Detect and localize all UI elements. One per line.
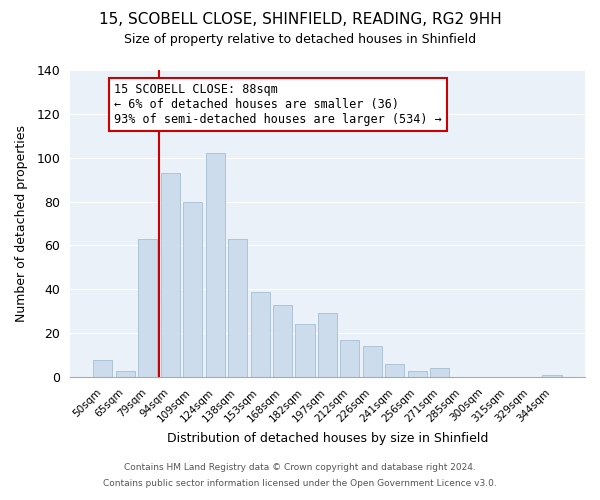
Bar xyxy=(273,304,292,377)
Bar xyxy=(430,368,449,377)
Text: 15, SCOBELL CLOSE, SHINFIELD, READING, RG2 9HH: 15, SCOBELL CLOSE, SHINFIELD, READING, R… xyxy=(98,12,502,28)
Bar xyxy=(363,346,382,377)
Text: 15 SCOBELL CLOSE: 88sqm
← 6% of detached houses are smaller (36)
93% of semi-det: 15 SCOBELL CLOSE: 88sqm ← 6% of detached… xyxy=(114,83,442,126)
Bar xyxy=(408,370,427,377)
Text: Contains public sector information licensed under the Open Government Licence v3: Contains public sector information licen… xyxy=(103,478,497,488)
X-axis label: Distribution of detached houses by size in Shinfield: Distribution of detached houses by size … xyxy=(167,432,488,445)
Bar xyxy=(94,360,112,377)
Bar xyxy=(161,173,180,377)
Bar xyxy=(295,324,314,377)
Bar xyxy=(183,202,202,377)
Bar xyxy=(542,375,562,377)
Bar xyxy=(385,364,404,377)
Y-axis label: Number of detached properties: Number of detached properties xyxy=(15,125,28,322)
Bar xyxy=(340,340,359,377)
Bar xyxy=(138,239,157,377)
Bar xyxy=(251,292,269,377)
Bar xyxy=(318,314,337,377)
Text: Contains HM Land Registry data © Crown copyright and database right 2024.: Contains HM Land Registry data © Crown c… xyxy=(124,464,476,472)
Bar xyxy=(228,239,247,377)
Text: Size of property relative to detached houses in Shinfield: Size of property relative to detached ho… xyxy=(124,32,476,46)
Bar xyxy=(206,154,225,377)
Bar xyxy=(116,370,135,377)
